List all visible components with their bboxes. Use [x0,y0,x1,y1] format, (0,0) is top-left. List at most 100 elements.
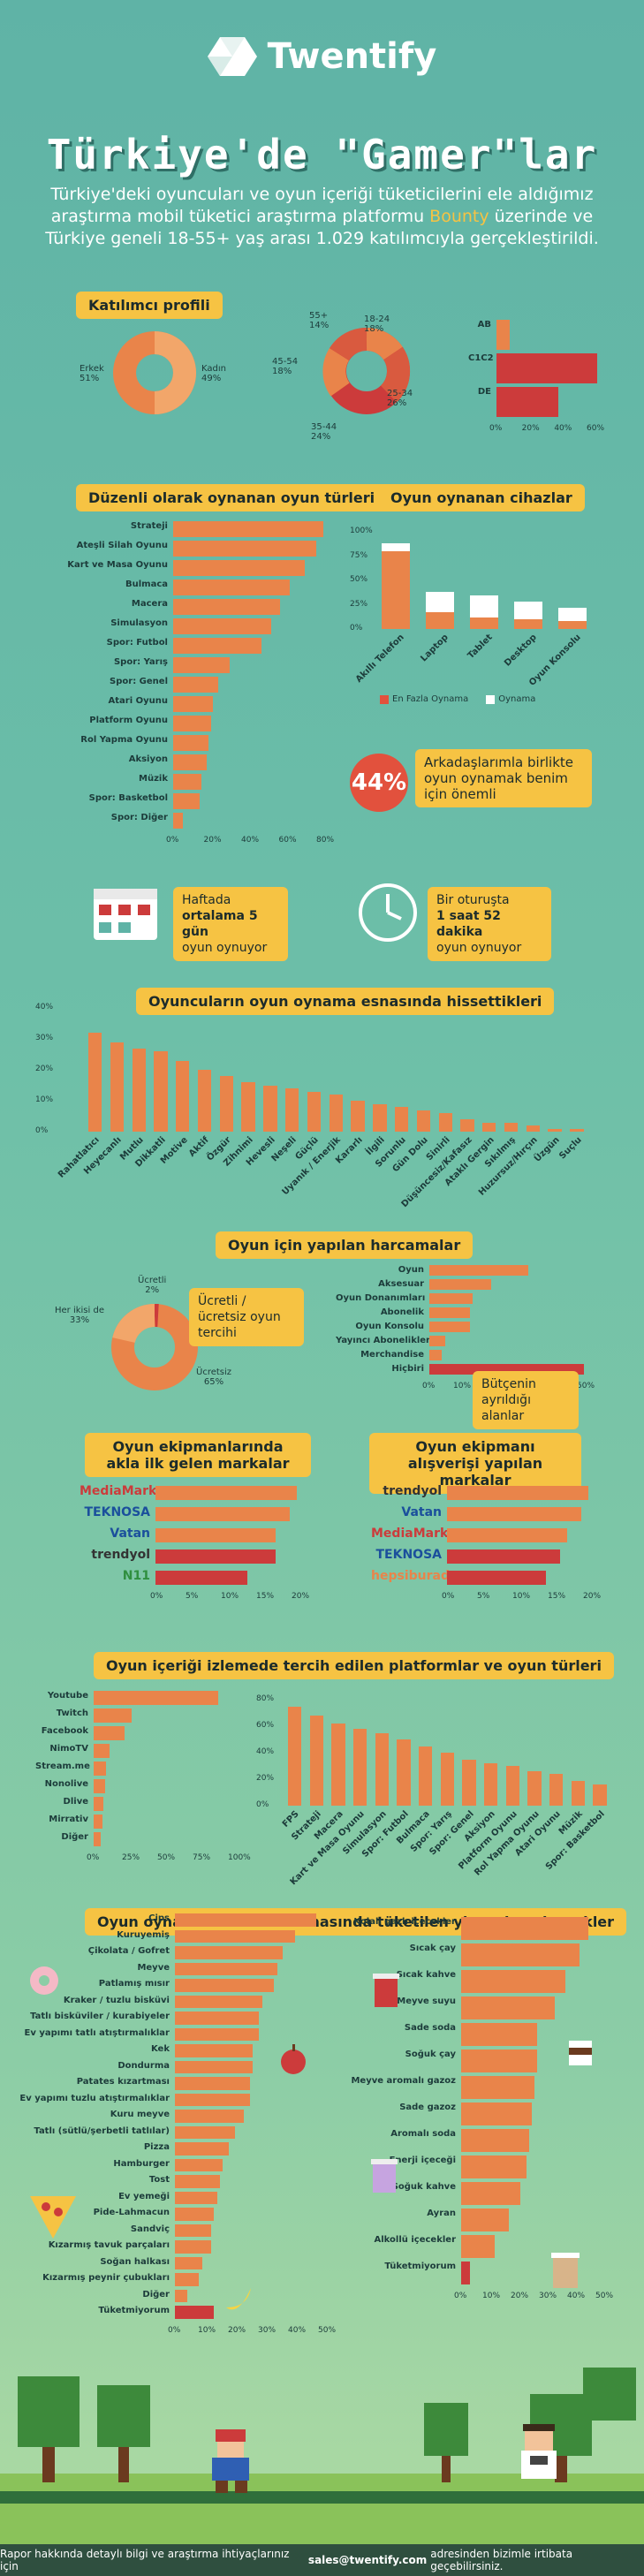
bar [94,1815,102,1829]
axis-tick: 40% [288,2325,307,2335]
bar-label: C1C2 [468,353,494,363]
bar-label: Yayıncı Abonelikleri [336,1336,434,1345]
bar [173,541,316,557]
axis-tick: 10% [453,1382,472,1390]
axis-tick: 40% [241,836,260,845]
bar-label: Ev yemeği [118,2191,170,2201]
axis-tick: 0% [422,1382,436,1390]
pie-ucretli: Ücretli 2% [138,1276,167,1295]
axis-tick: 40% [256,1747,275,1756]
spend-pie [111,1303,198,1390]
bar-label: Atari Oyunu [108,696,169,706]
axis-tick: 40% [567,2292,586,2300]
brand-logo: MediaMarkt [371,1527,454,1541]
bar [461,2102,532,2125]
bar-label: Kek [150,2044,170,2054]
bar [419,1746,433,1806]
soda-cup-icon [373,1974,399,2007]
bar-label: Tablet [466,633,495,662]
spend-note: Bütçenin ayrıldığı alanlar [473,1371,579,1429]
mario-sprite-icon [212,2429,249,2493]
axis-tick: 0% [256,1800,269,1809]
feelings-chart: 40% 30% 20% 10% 0% Rahatlatıcı Heyecanlı Mutlu D… [35,995,592,1209]
bar [429,1265,528,1276]
bar [175,2289,187,2302]
weekly-note: Haftada ortalama 5 gün oyun oynuyor [173,887,288,961]
axis-tick: 30% [539,2292,557,2300]
bar [329,1095,343,1132]
bar [397,1739,411,1806]
bar-label: Suçlu [557,1135,584,1162]
bar [175,2012,260,2025]
bar [94,1762,107,1776]
bar-most [382,551,410,629]
age-donut [322,327,411,414]
bar [429,1293,473,1304]
bar [496,353,597,383]
bar [175,1946,284,1959]
bar-most [470,617,498,629]
bar-label: Kuru meyve [110,2110,170,2119]
genres-chart: Strateji Ateşli Silah Oyunu Kart ve Masa O… [53,521,336,845]
bar [173,657,230,673]
axis-tick: 5% [477,1592,490,1601]
axis-tick: 10% [221,1592,239,1601]
axis-tick: 80% [256,1694,275,1703]
bar [496,387,558,417]
gender-erkek: Erkek 51% [80,364,104,383]
bar [173,521,323,537]
bar [176,1060,190,1132]
axis-tick: 20% [228,2325,246,2335]
brands-equipment-title: Oyun ekipmanlarında akla ilk gelen marka… [85,1433,311,1477]
bar [484,1763,498,1806]
bar-label: Aksiyon [128,754,168,764]
axis-tick: 30% [35,1034,54,1042]
bar [549,1774,564,1806]
axis-tick: 10% [512,1592,531,1601]
friends-pct: 44% [350,754,408,812]
calendar-icon [94,889,157,940]
bar-label: Kraker / tuzlu bisküvi [63,1995,170,2005]
bar-label: Rol Yapma Oyunu [80,735,168,745]
food-chart: Cips Kuruyemiş Çikolata / Gofret Meyve Patla… [18,1906,336,2348]
bar [175,2077,250,2090]
bar [94,1797,104,1811]
axis-tick: 50% [595,2292,614,2300]
bar-most [558,621,587,629]
pie-her-ikisi: Her ikisi de 33% [55,1306,104,1325]
devices-chart: 100% 75% 50% 25% 0% Akıllı Telefon Laptop Table… [350,523,606,700]
footer-email[interactable]: sales@twentify.com [307,2554,428,2566]
bar [375,1732,389,1806]
axis-tick: 20% [256,1774,275,1783]
axis-tick: 0% [168,2325,181,2335]
axis-tick: 50% [157,1853,176,1862]
bar-label: Aromalı soda [390,2129,456,2139]
axis-tick: 20% [292,1592,310,1601]
axis-tick: 20% [203,836,222,845]
bar [373,1103,387,1132]
bar [462,1759,476,1806]
bar-label: Hiçbiri [391,1364,424,1374]
feelings-title: Oyuncuların oyun oynama esnasında hisset… [136,988,555,1015]
bar [173,599,281,615]
bar-label: Hamburger [113,2158,170,2169]
banana-icon [226,2288,251,2310]
bar-label: Spor: Diğer [110,813,168,822]
bar-label: Tost [148,2175,170,2185]
brand-logo: TEKNOSA [84,1505,151,1519]
bar [219,1076,234,1132]
bar [527,1771,542,1806]
bar-label: Kolalı gazlı içecekler [353,1917,456,1927]
bar [88,1033,102,1132]
bar-label: Soğan halkası [100,2256,170,2267]
spend-title: Oyun için yapılan harcamalar [216,1231,474,1259]
axis-tick: 25% [122,1853,140,1862]
bar-label: Çikolata / Gofret [87,1946,170,1956]
axis-tick: 100% [228,1853,251,1862]
bar [155,1486,297,1500]
bar [173,580,290,595]
bar [173,618,271,634]
axis-tick: 75% [193,1853,211,1862]
bar-label: Abonelik [380,1307,424,1317]
bar-label: Meyve [137,1962,170,1973]
